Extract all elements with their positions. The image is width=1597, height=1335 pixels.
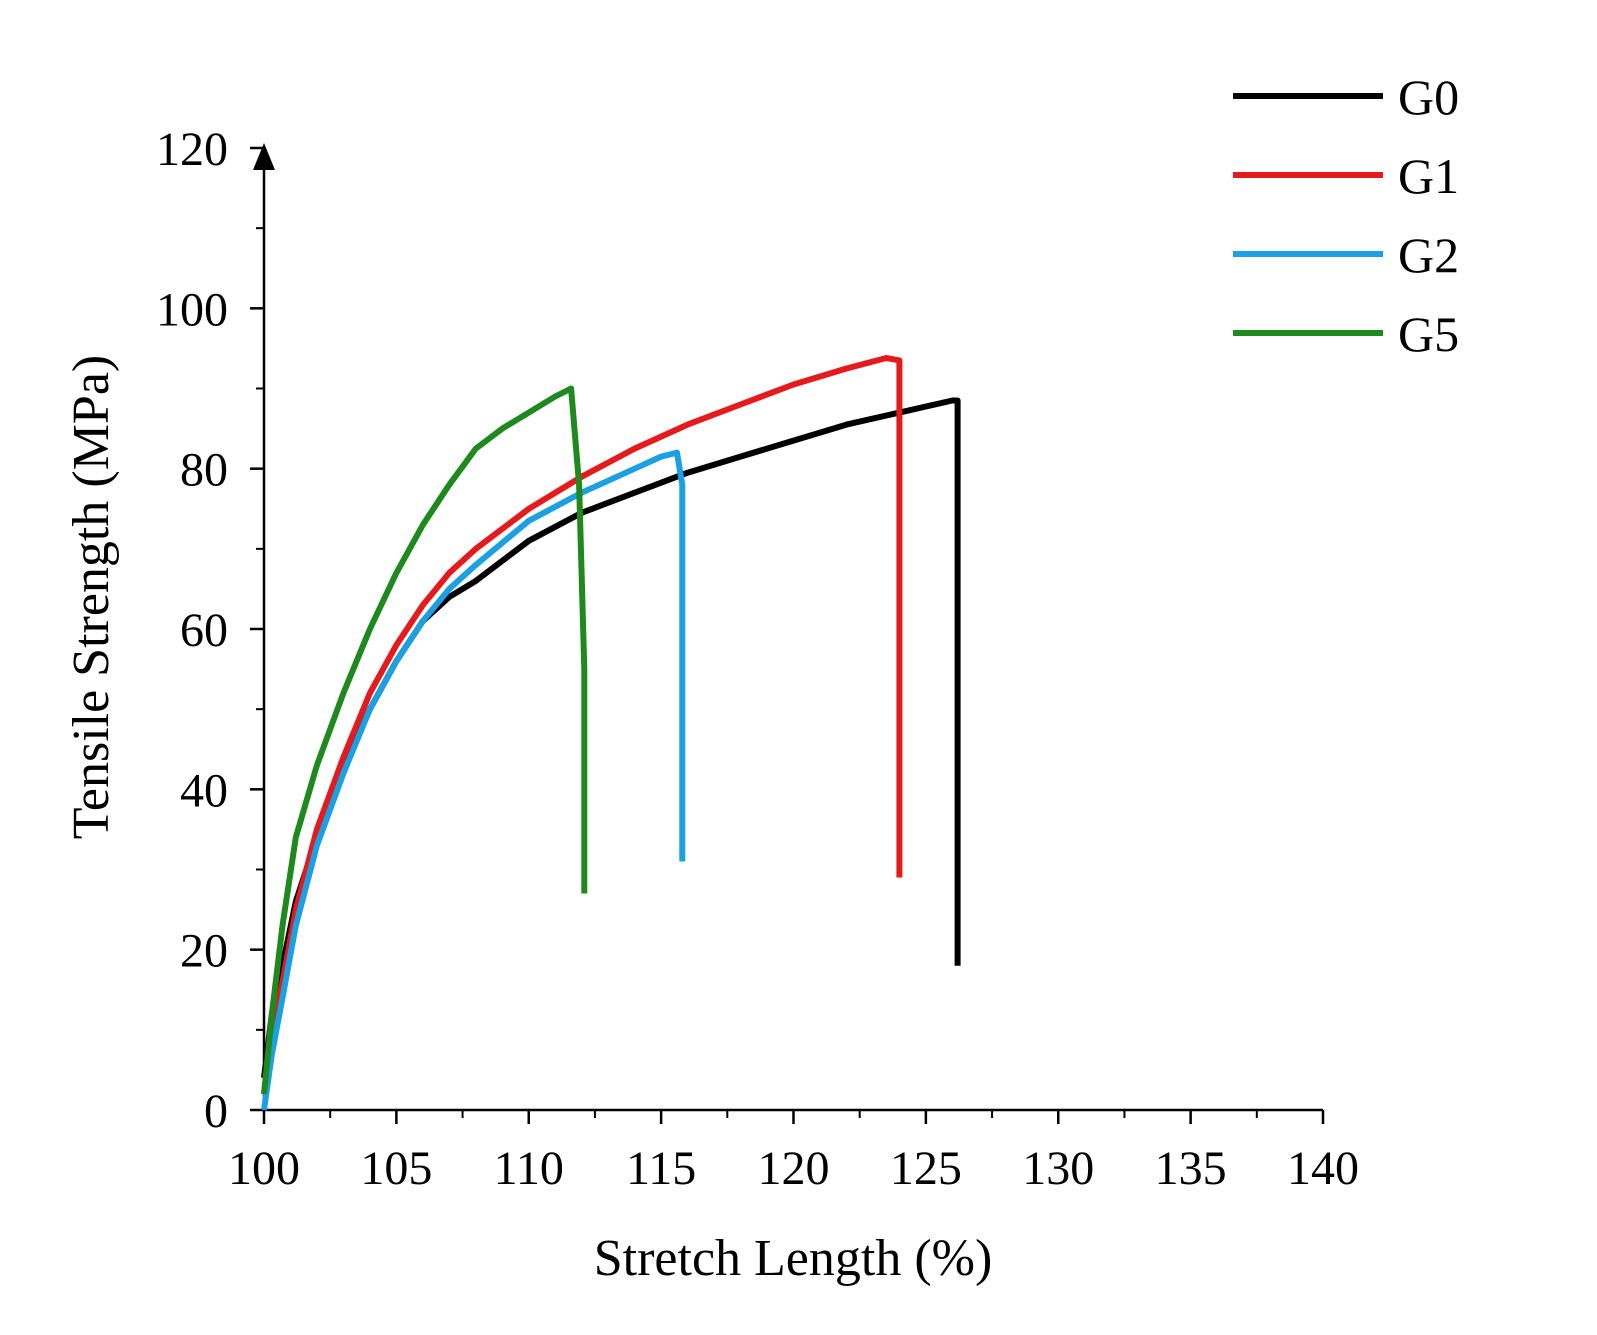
axes: 0 20 40 60 80 100 120 100 105 110 115 120 125 130 135 1… — [156, 123, 1359, 1195]
y-tick-label: 120 — [156, 123, 228, 176]
y-tick-label: 20 — [180, 925, 228, 978]
x-axis-title: Stretch Length (%) — [594, 1230, 993, 1287]
y-axis-arrow — [253, 143, 275, 170]
plot-series — [261, 355, 961, 1111]
legend-label-g5: G5 — [1398, 306, 1459, 362]
x-tick-label: 135 — [1155, 1142, 1227, 1195]
x-tick-label: 120 — [758, 1142, 830, 1195]
y-tick-label: 40 — [180, 764, 228, 817]
legend: G0 G1 G2 G5 — [1233, 69, 1459, 362]
series-line-g2 — [261, 449, 686, 1111]
y-tick-label: 100 — [156, 283, 228, 336]
x-tick-label: 140 — [1287, 1142, 1359, 1195]
y-tick-label: 80 — [180, 444, 228, 497]
x-tick-label: 105 — [360, 1142, 432, 1195]
y-axis-title: Tensile Strength (MPa) — [63, 355, 120, 840]
x-tick-label: 130 — [1022, 1142, 1094, 1195]
series-line-g1 — [261, 355, 903, 1095]
legend-label-g1: G1 — [1398, 148, 1459, 204]
y-tick-label: 0 — [204, 1085, 228, 1138]
series-line-g0 — [261, 397, 961, 1079]
x-tick-label: 100 — [228, 1142, 300, 1195]
x-tick-label: 110 — [494, 1142, 564, 1195]
x-tick-label: 125 — [890, 1142, 962, 1195]
legend-label-g2: G2 — [1398, 227, 1459, 283]
x-tick-label: 115 — [626, 1142, 696, 1195]
y-tick-label: 60 — [180, 604, 228, 657]
series-line-g5 — [261, 385, 588, 1095]
legend-label-g0: G0 — [1398, 69, 1459, 125]
